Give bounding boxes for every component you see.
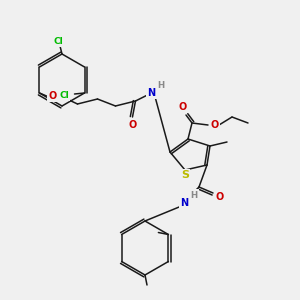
Text: N: N (147, 88, 155, 98)
Text: O: O (216, 192, 224, 202)
Text: O: O (179, 102, 187, 112)
Text: Cl: Cl (53, 37, 63, 46)
Text: O: O (211, 120, 219, 130)
Text: O: O (128, 120, 136, 130)
Text: H: H (157, 82, 164, 91)
Text: S: S (181, 170, 189, 180)
Text: Cl: Cl (60, 91, 69, 100)
Text: H: H (190, 190, 198, 200)
Text: N: N (180, 198, 188, 208)
Text: O: O (48, 91, 57, 101)
